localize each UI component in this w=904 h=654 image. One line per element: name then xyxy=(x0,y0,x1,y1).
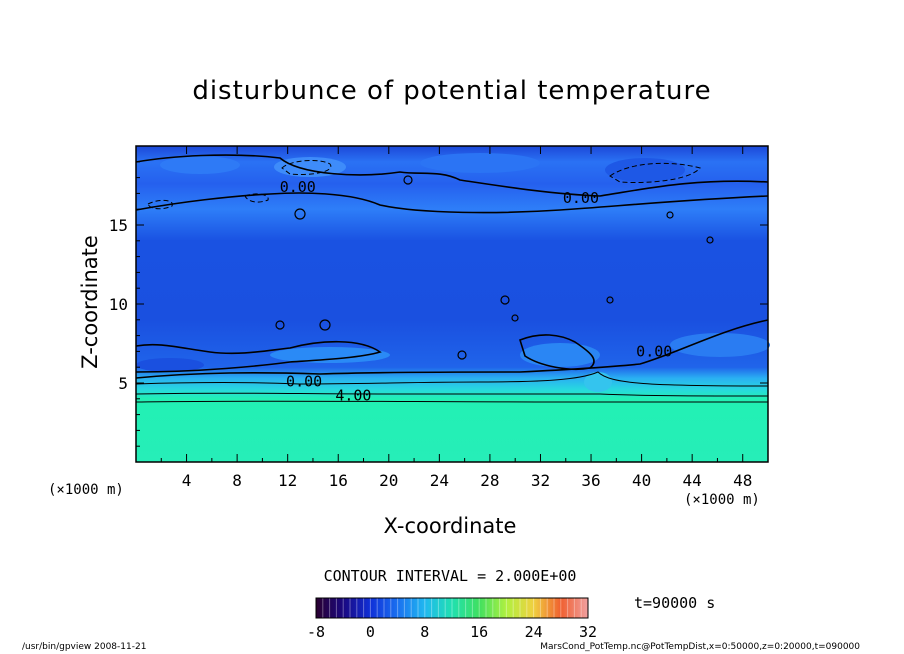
contour-line-negative xyxy=(147,199,173,210)
contour-island xyxy=(606,296,614,304)
contour-line xyxy=(135,340,382,373)
colorbar-tick-label: 8 xyxy=(420,623,429,641)
warm-patch xyxy=(160,156,240,174)
contour-lines-thin xyxy=(135,160,769,403)
field-background xyxy=(136,146,768,462)
colorbar-tick-label: 16 xyxy=(470,623,488,641)
colorbar: -8 0 8 16 24 32 xyxy=(307,597,597,641)
y-tick-label: 10 xyxy=(109,295,128,314)
contour-line xyxy=(135,392,769,397)
contour-island xyxy=(511,314,519,322)
warm-patch xyxy=(270,347,390,363)
contour-line xyxy=(135,192,769,214)
colorbar-frame xyxy=(315,597,589,619)
x-axis-label: X-coordinate xyxy=(383,514,517,538)
x-tick-label: 28 xyxy=(480,471,499,490)
contour-island xyxy=(666,211,674,219)
y-axis-label: Z-coordinate xyxy=(78,235,102,369)
contour-label: 0.00 xyxy=(286,372,322,390)
x-axis-ticks: 4 8 12 16 20 24 28 32 36 40 44 48 xyxy=(160,146,752,490)
contour-island xyxy=(319,319,331,331)
contour-label: 4.00 xyxy=(335,387,371,405)
colorbar-tick-label: 0 xyxy=(366,623,375,641)
x-tick-label: 24 xyxy=(430,471,449,490)
cold-patch xyxy=(605,158,685,182)
warm-patch xyxy=(274,157,346,177)
colorbar-tick-label: 32 xyxy=(579,623,597,641)
y-axis-unit: (×1000 m) xyxy=(48,482,124,498)
x-tick-label: 32 xyxy=(531,471,550,490)
contour-island xyxy=(275,320,285,330)
contour-island xyxy=(706,236,714,244)
colorbar-tick-label: 24 xyxy=(525,623,543,641)
x-axis-unit: (×1000 m) xyxy=(684,492,760,508)
y-tick-label: 15 xyxy=(109,216,128,235)
contour-label: 0.00 xyxy=(563,189,599,207)
colorbar-tick-label: -8 xyxy=(307,623,325,641)
contour-line-negative xyxy=(244,193,269,203)
contour-island xyxy=(403,175,413,185)
contour-interval-label: CONTOUR INTERVAL = 2.000E+00 xyxy=(323,567,577,585)
x-tick-label: 48 xyxy=(733,471,752,490)
warm-patch xyxy=(670,333,770,357)
chart-title: disturbunce of potential temperature xyxy=(192,76,712,106)
contour-line xyxy=(135,319,769,379)
x-tick-label: 44 xyxy=(683,471,702,490)
x-tick-label: 12 xyxy=(278,471,297,490)
colorbar-ticks: -8 0 8 16 24 32 xyxy=(307,623,597,641)
contour-lines xyxy=(135,154,769,379)
contour-line-negative xyxy=(281,160,332,175)
contour-island xyxy=(500,295,510,305)
footer-right: MarsCond_PotTemp.nc@PotTempDist,x=0:5000… xyxy=(540,642,860,652)
heatmap-field xyxy=(135,145,770,463)
contour-label: 0.00 xyxy=(636,342,672,360)
x-tick-label: 4 xyxy=(182,471,192,490)
warm-patch xyxy=(420,153,540,173)
y-tick-label: 5 xyxy=(118,374,128,393)
contour-line xyxy=(135,371,769,387)
footer-left: /usr/bin/gpview 2008-11-21 xyxy=(22,642,147,652)
warm-patch xyxy=(584,372,612,392)
contour-line xyxy=(135,154,769,197)
colorbar-gradient xyxy=(316,598,588,618)
x-tick-label: 8 xyxy=(232,471,242,490)
contour-labels: 0.00 0.00 0.00 0.00 4.00 xyxy=(280,178,673,405)
cold-patch xyxy=(136,358,204,372)
x-tick-label: 40 xyxy=(632,471,651,490)
time-label: t=90000 s xyxy=(634,594,716,612)
contour-label: 0.00 xyxy=(280,178,316,196)
x-tick-label: 36 xyxy=(581,471,600,490)
x-tick-label: 20 xyxy=(379,471,398,490)
y-axis-ticks: 5 10 15 xyxy=(109,161,768,447)
warm-patch xyxy=(520,343,600,367)
contour-line xyxy=(135,400,768,403)
contour-islands xyxy=(275,175,714,360)
contour-line xyxy=(519,334,595,371)
contour-island xyxy=(294,208,306,220)
contour-line-negative xyxy=(609,162,701,183)
x-tick-label: 16 xyxy=(329,471,348,490)
contour-island xyxy=(457,350,467,360)
colorbar-stripes xyxy=(322,598,582,618)
